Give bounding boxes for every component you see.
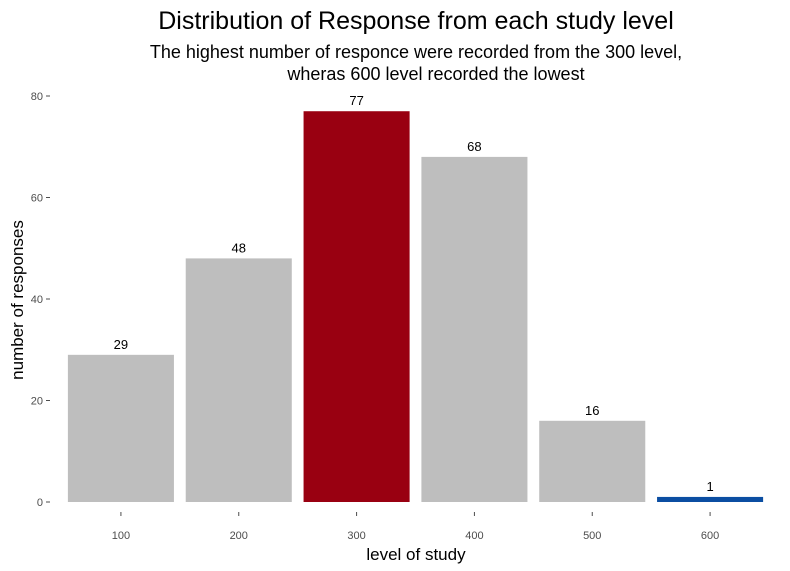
bar-300: [303, 111, 410, 502]
bar-200: [185, 258, 292, 502]
data-label-500: 16: [585, 403, 599, 418]
data-label-100: 29: [114, 337, 128, 352]
bar-400: [421, 156, 528, 502]
bar-100: [67, 354, 174, 502]
bars-group: [67, 111, 764, 502]
chart-subtitle-line-1: The highest number of responce were reco…: [150, 42, 682, 62]
x-tick-label-600: 600: [701, 530, 719, 542]
x-axis: 100 200 300 400 500 600: [112, 512, 719, 542]
y-axis-title: number of responses: [8, 220, 27, 380]
y-tick-label: 40: [31, 294, 43, 306]
x-tick-label-200: 200: [230, 530, 248, 542]
y-tick-label: 0: [37, 497, 43, 509]
chart-subtitle-line-2: wheras 600 level recorded the lowest: [286, 64, 584, 84]
data-labels-group: 29 48 77 68 16 1: [114, 93, 714, 494]
y-tick-label: 60: [31, 193, 43, 205]
x-tick-label-500: 500: [583, 530, 601, 542]
chart-title: Distribution of Response from each study…: [158, 7, 674, 35]
bar-500: [539, 420, 646, 502]
data-label-300: 77: [349, 93, 363, 108]
x-tick-label-400: 400: [465, 530, 483, 542]
data-label-400: 68: [467, 139, 481, 154]
data-label-600: 1: [706, 479, 713, 494]
bar-600: [657, 496, 764, 502]
y-tick-label: 20: [31, 396, 43, 408]
x-tick-label-100: 100: [112, 530, 130, 542]
y-axis: 0 20 40 60 80: [31, 91, 50, 509]
x-axis-title: level of study: [366, 545, 466, 564]
data-label-200: 48: [232, 240, 246, 255]
x-tick-label-300: 300: [347, 530, 365, 542]
y-tick-label: 80: [31, 91, 43, 103]
